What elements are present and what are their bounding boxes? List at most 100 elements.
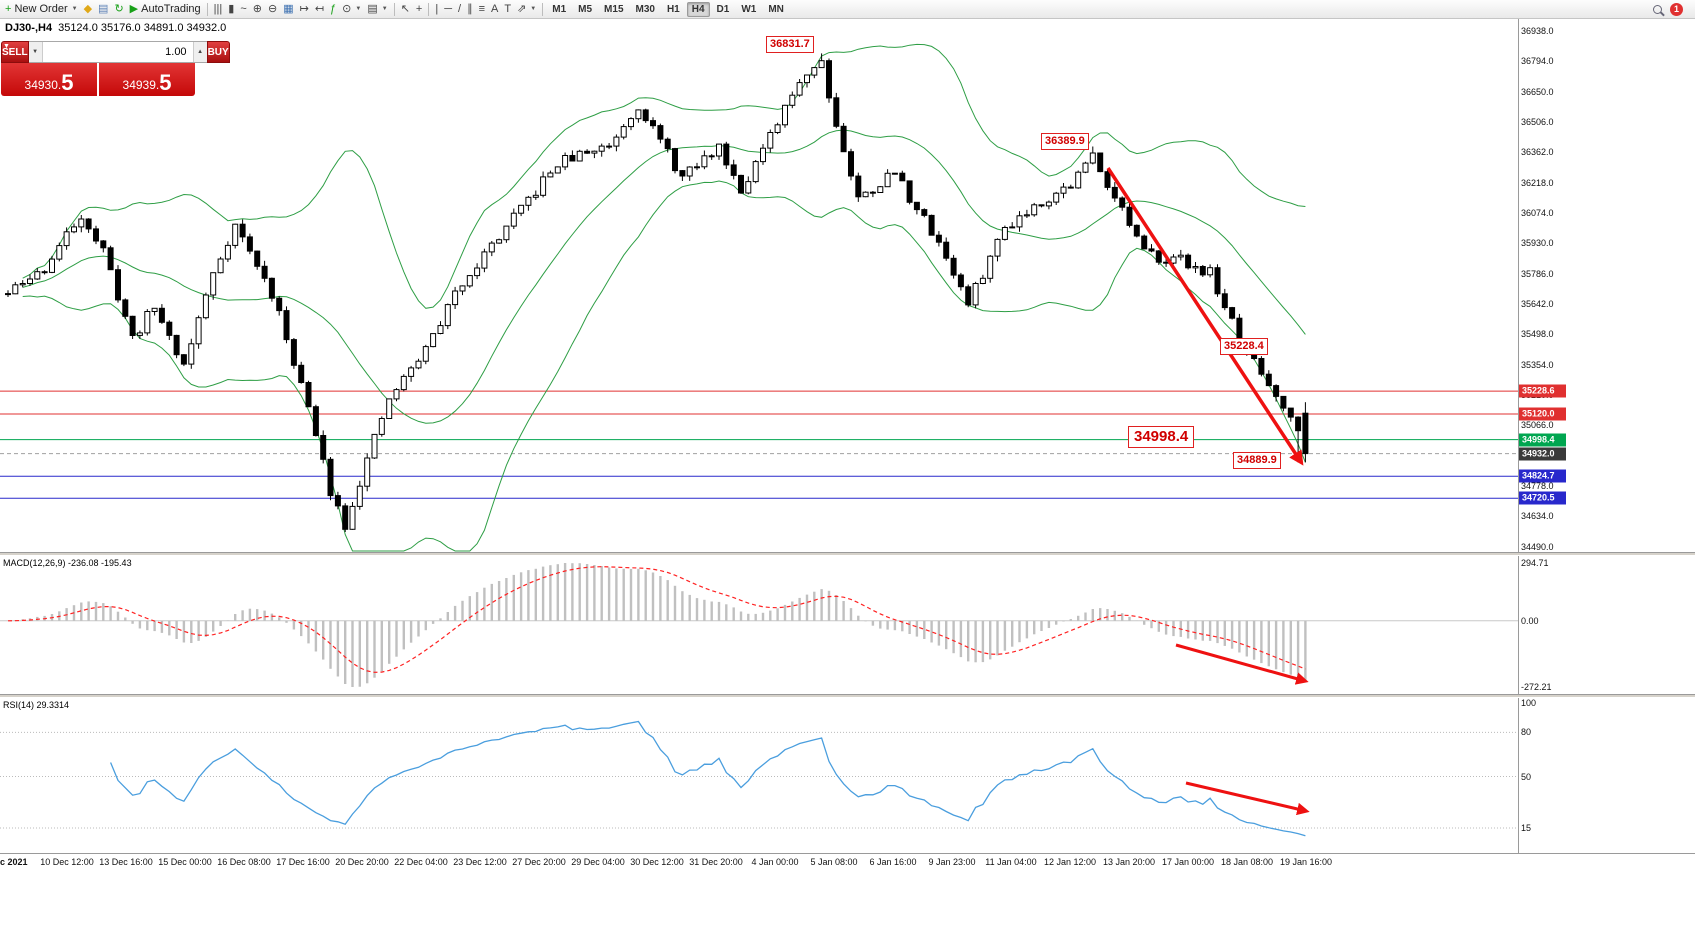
ohlc-values: 35124.0 35176.0 34891.0 34932.0 (58, 22, 227, 34)
time-axis-label: 19 Jan 16:00 (1279, 857, 1333, 867)
periods-button[interactable]: ⊙ ▼ (339, 2, 364, 17)
text-icon: A (490, 2, 499, 15)
templates-button[interactable]: ▤ ▼ (364, 2, 390, 17)
candlestick-series (5, 53, 1309, 532)
equidistant-channel-button[interactable]: ∥ (464, 2, 476, 17)
toolbar-separator (542, 2, 544, 16)
time-axis-label: 5 Jan 08:00 (810, 857, 858, 867)
price-annotation-34998.4[interactable]: 34998.4 (1128, 426, 1195, 448)
cursor-icon: ↖ (400, 2, 410, 15)
line-chart-icon: ~ (240, 2, 247, 15)
price-axis-label: 34778.0 (1521, 481, 1554, 492)
timeframe-m5-button[interactable]: M5 (578, 3, 593, 15)
sell-price-big-digit: 5 (61, 70, 74, 95)
horizontal-lines (0, 390, 1518, 499)
tile-windows-button[interactable]: ▦ (280, 2, 296, 17)
time-axis-label: 9 Jan 23:00 (928, 857, 976, 867)
chart-shift-button[interactable]: ↤ (312, 2, 327, 17)
timeframe-w1-button[interactable]: W1 (741, 3, 757, 15)
buy-price-big-digit: 5 (159, 70, 172, 95)
time-axis-label: 17 Jan 00:00 (1161, 857, 1215, 867)
line-chart-button[interactable]: ~ (237, 2, 249, 17)
timeframe-m1-button[interactable]: M1 (552, 3, 567, 15)
toolbar: + New Order ▼ ◆ ▤ ↻ ▶ AutoTrading ||| ▮ ~ ⊕ ⊖ ▦ ↦ ↤ ƒ ⊙ ▼ ▤… (0, 0, 1695, 19)
bar-chart-icon: ||| (213, 2, 223, 15)
price-annotation-35228.4[interactable]: 35228.4 (1220, 338, 1268, 355)
panel-divider-macd[interactable] (0, 552, 1695, 556)
text-label-button[interactable]: T (501, 2, 514, 17)
metaeditor-button[interactable]: ◆ (81, 2, 95, 17)
bar-chart-button[interactable]: ||| (211, 2, 226, 17)
cursor-button[interactable]: ↖ (398, 2, 413, 17)
macd-indicator-label: MACD(12,26,9) -236.08 -195.43 (3, 558, 132, 568)
timeframe-m15-button[interactable]: M15 (604, 3, 624, 15)
sell-price-main: 34930. (24, 78, 62, 92)
price-axis-border (1518, 19, 1519, 853)
autotrading-button[interactable]: ▶ AutoTrading (127, 2, 204, 17)
indicators-list-icon: ƒ (330, 2, 337, 15)
panel-divider-rsi[interactable] (0, 694, 1695, 698)
volume-increase-button[interactable]: ▲ (192, 42, 207, 62)
symbol-ohlc-info: DJ30-,H4 35124.0 35176.0 34891.0 34932.0 (5, 22, 226, 34)
notification-badge[interactable]: 1 (1670, 2, 1683, 16)
bollinger-lower-band (22, 180, 1306, 552)
zoom-in-button[interactable]: ⊕ (250, 2, 265, 17)
time-axis-label: 27 Dec 20:00 (512, 857, 566, 867)
new-order-button[interactable]: + New Order ▼ (2, 2, 81, 17)
refresh-button[interactable]: ↻ (111, 2, 126, 17)
time-axis-label: 31 Dec 20:00 (689, 857, 743, 867)
price-axis-label: 35354.0 (1521, 359, 1554, 370)
text-button[interactable]: A (488, 2, 501, 17)
timeframe-h1-button[interactable]: H1 (666, 3, 680, 15)
sell-price[interactable]: 34930. 5 (1, 63, 97, 96)
arrows-button[interactable]: ⇗ ▼ (514, 2, 539, 17)
volume-stepper: ▼ ▲ (28, 41, 207, 63)
crosshair-button[interactable]: + (413, 2, 425, 17)
rsi-indicator (0, 720, 1518, 837)
time-axis-label: 18 Jan 08:00 (1220, 857, 1274, 867)
buy-price[interactable]: 34939. 5 (99, 63, 195, 96)
price-axis-label: 35786.0 (1521, 268, 1554, 279)
search-icon[interactable] (1653, 4, 1662, 14)
time-axis-label: 11 Jan 04:00 (985, 857, 1037, 867)
fibonacci-button[interactable]: ≡ (476, 2, 488, 17)
price-annotation-36831.7[interactable]: 36831.7 (766, 36, 814, 53)
autotrading-label: AutoTrading (141, 3, 201, 15)
print-button[interactable]: ▤ (95, 2, 111, 17)
trendline-button[interactable]: / (455, 2, 464, 17)
time-axis-label: 13 Jan 20:00 (1102, 857, 1156, 867)
buy-button[interactable]: BUY (206, 41, 230, 63)
time-axis-label: 23 Dec 12:00 (453, 857, 507, 867)
timeframe-h4-button[interactable]: H4 (686, 1, 710, 17)
chevron-down-icon: ▼ (71, 6, 78, 12)
time-axis-label: 17 Dec 16:00 (276, 857, 330, 867)
auto-scroll-button[interactable]: ↦ (297, 2, 312, 17)
timeframe-m30-button[interactable]: M30 (635, 3, 655, 15)
zoom-out-button[interactable]: ⊖ (265, 2, 280, 17)
vertical-line-button[interactable]: | (432, 2, 441, 17)
indicators-list-button[interactable]: ƒ (327, 2, 339, 17)
sell-button[interactable]: SELL (1, 41, 29, 63)
timeframe-mn-button[interactable]: MN (768, 3, 784, 15)
refresh-icon: ↻ (114, 2, 124, 15)
trend-arrows[interactable] (1106, 167, 1310, 816)
candlestick-chart-button[interactable]: ▮ (225, 2, 237, 17)
price-annotation-34889.9[interactable]: 34889.9 (1233, 452, 1281, 469)
new-order-icon: + (5, 2, 12, 15)
bollinger-bands (22, 43, 1306, 552)
price-axis-label: 34490.0 (1521, 541, 1554, 552)
price-axis-label: 34634.0 (1521, 511, 1554, 522)
vertical-line-icon: | (435, 2, 439, 15)
timeframe-d1-button[interactable]: D1 (716, 3, 730, 15)
price-axis-label: 36218.0 (1521, 177, 1554, 188)
volume-decrease-button[interactable]: ▼ (28, 42, 43, 62)
price-annotation-36389.9[interactable]: 36389.9 (1041, 133, 1089, 150)
one-click-trading-panel: SELL ▼ ▲ BUY 34930.5 34939.5 (1, 41, 230, 96)
one-click-collapse-arrow[interactable]: ▼ (3, 43, 10, 50)
time-axis-label: 10 Dec 12:00 (40, 857, 94, 867)
horizontal-line-button[interactable]: ─ (441, 2, 455, 17)
price-tag-35228.6: 35228.6 (1519, 384, 1566, 398)
time-axis-label: 20 Dec 20:00 (335, 857, 389, 867)
volume-input[interactable] (42, 42, 193, 62)
